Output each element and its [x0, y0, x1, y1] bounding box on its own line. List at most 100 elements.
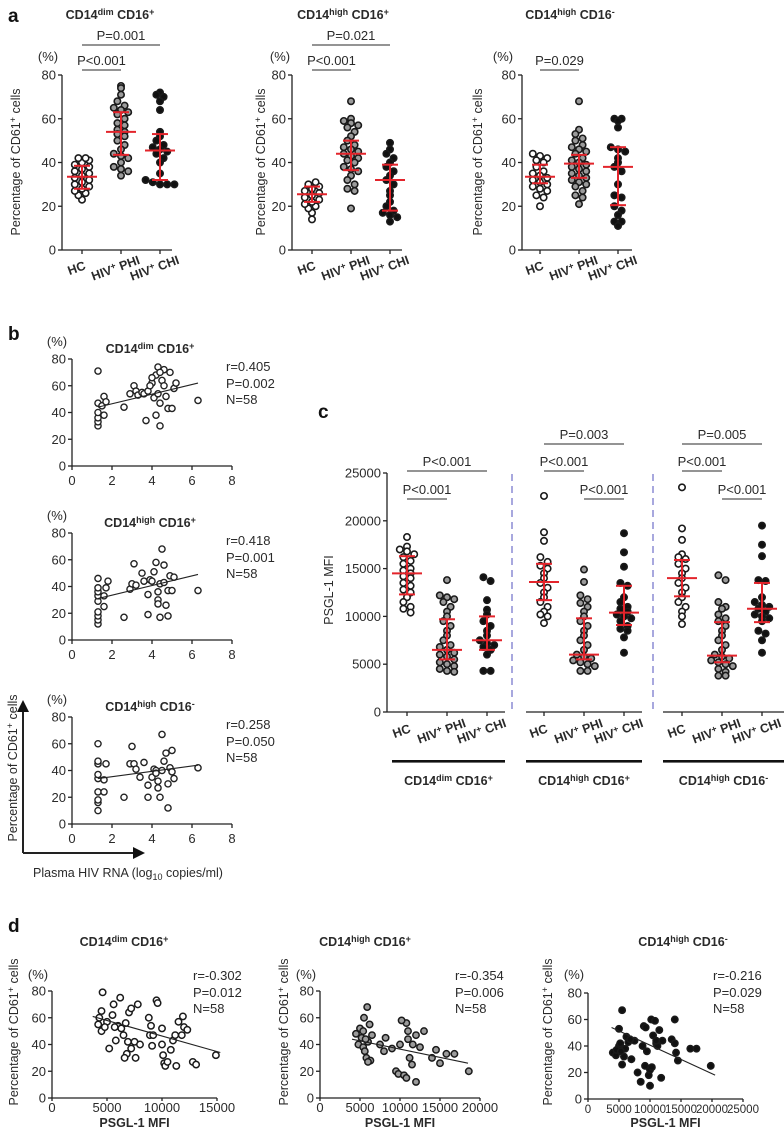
data-point: [113, 136, 122, 145]
data-point: [714, 664, 723, 673]
data-point: [442, 660, 451, 669]
data-point: [85, 176, 94, 185]
data-point: [757, 648, 766, 657]
y-tick-label: 60: [42, 111, 56, 126]
data-point: [528, 182, 537, 191]
data-point: [757, 552, 766, 561]
data-point: [528, 176, 537, 185]
data-point: [102, 397, 110, 406]
data-point: [536, 610, 545, 619]
data-point: [109, 149, 118, 158]
y-tick-label: 20: [32, 1064, 46, 1079]
x-tick-label: 10000: [634, 1104, 666, 1116]
y-axis-label: Percentage of CD61+ cells: [253, 88, 268, 235]
data-point: [406, 608, 415, 617]
y-tick-label: 10000: [345, 609, 381, 624]
data-point: [408, 1060, 416, 1069]
data-point: [385, 211, 394, 220]
data-point: [140, 758, 148, 767]
x-tick-label: 8: [228, 831, 235, 846]
data-point: [144, 590, 152, 599]
data-point: [109, 103, 118, 112]
x-tick-label: 0: [316, 1100, 323, 1115]
data-point: [579, 565, 588, 574]
p-value-label: P<0.001: [403, 482, 452, 497]
subset-bar: [663, 760, 784, 763]
data-point: [482, 650, 491, 659]
data-point: [171, 1031, 180, 1040]
y-tick-label: 40: [52, 579, 66, 594]
data-point: [638, 1042, 647, 1050]
panel-letter-b: b: [8, 324, 20, 345]
y-unit-label: (%): [38, 49, 58, 64]
data-point: [211, 1051, 220, 1060]
data-point: [528, 169, 537, 178]
data-point: [81, 154, 90, 163]
data-point: [641, 1023, 650, 1032]
data-point: [160, 381, 168, 390]
data-point: [350, 158, 359, 167]
y-unit-label: (%): [47, 692, 67, 707]
data-point: [655, 1026, 664, 1035]
x-axis-label: Plasma HIV RNA (log10 copies/ml): [33, 866, 223, 882]
data-point: [158, 1040, 166, 1049]
data-point: [343, 123, 352, 132]
data-point: [616, 617, 625, 626]
data-point: [567, 156, 576, 165]
data-point: [395, 545, 404, 554]
y-tick-label: 0: [307, 1091, 314, 1106]
data-point: [578, 186, 587, 195]
chart-title: CD14high CD16+: [297, 7, 389, 22]
data-point: [399, 598, 408, 607]
data-point: [567, 143, 576, 152]
data-point: [402, 547, 411, 556]
data-point: [343, 156, 352, 165]
data-point: [757, 540, 766, 549]
data-point: [621, 147, 630, 156]
y-tick-label: 80: [52, 352, 66, 367]
data-point: [714, 610, 723, 619]
y-tick-label: 0: [374, 705, 381, 720]
data-point: [163, 147, 172, 156]
p-value-label: P<0.001: [307, 53, 356, 68]
y-tick-label: 60: [32, 1010, 46, 1025]
y-unit-label: (%): [47, 334, 67, 349]
data-point: [162, 392, 170, 401]
data-point: [131, 1053, 140, 1062]
data-point: [385, 217, 394, 226]
data-point: [761, 629, 770, 638]
data-point: [70, 180, 79, 189]
data-point: [578, 193, 587, 202]
x-tick-label: 10000: [382, 1100, 418, 1115]
data-point: [102, 760, 110, 768]
data-point: [113, 119, 122, 128]
data-point: [385, 138, 394, 147]
correlation-r: r=0.405: [226, 359, 270, 374]
data-point: [156, 422, 164, 430]
data-point: [399, 559, 408, 568]
data-point: [657, 1073, 666, 1082]
y-axis-label: Percentage of CD61+ cells: [540, 958, 555, 1105]
data-point: [677, 620, 686, 629]
y-tick-label: 15000: [345, 561, 381, 576]
data-point: [146, 381, 154, 390]
data-point: [571, 191, 580, 200]
data-point: [543, 186, 552, 195]
data-point: [578, 134, 587, 143]
data-point: [721, 671, 730, 680]
x-tick-label: 15000: [422, 1100, 458, 1115]
data-point: [166, 368, 174, 377]
y-tick-label: 40: [502, 155, 516, 170]
x-tick-label: 2: [108, 647, 115, 662]
p-value-label: P=0.021: [327, 28, 376, 43]
y-tick-label: 40: [568, 1039, 582, 1054]
x-tick-label: 10000: [144, 1100, 180, 1115]
data-point: [128, 742, 136, 751]
data-point: [359, 1027, 368, 1036]
data-point: [380, 1047, 388, 1056]
data-point: [156, 793, 164, 802]
x-tick-label: 6: [188, 473, 195, 488]
y-axis-label: Percentage of CD61+ cells: [8, 88, 23, 235]
data-point: [120, 613, 128, 622]
x-tick-label: 0: [68, 831, 75, 846]
